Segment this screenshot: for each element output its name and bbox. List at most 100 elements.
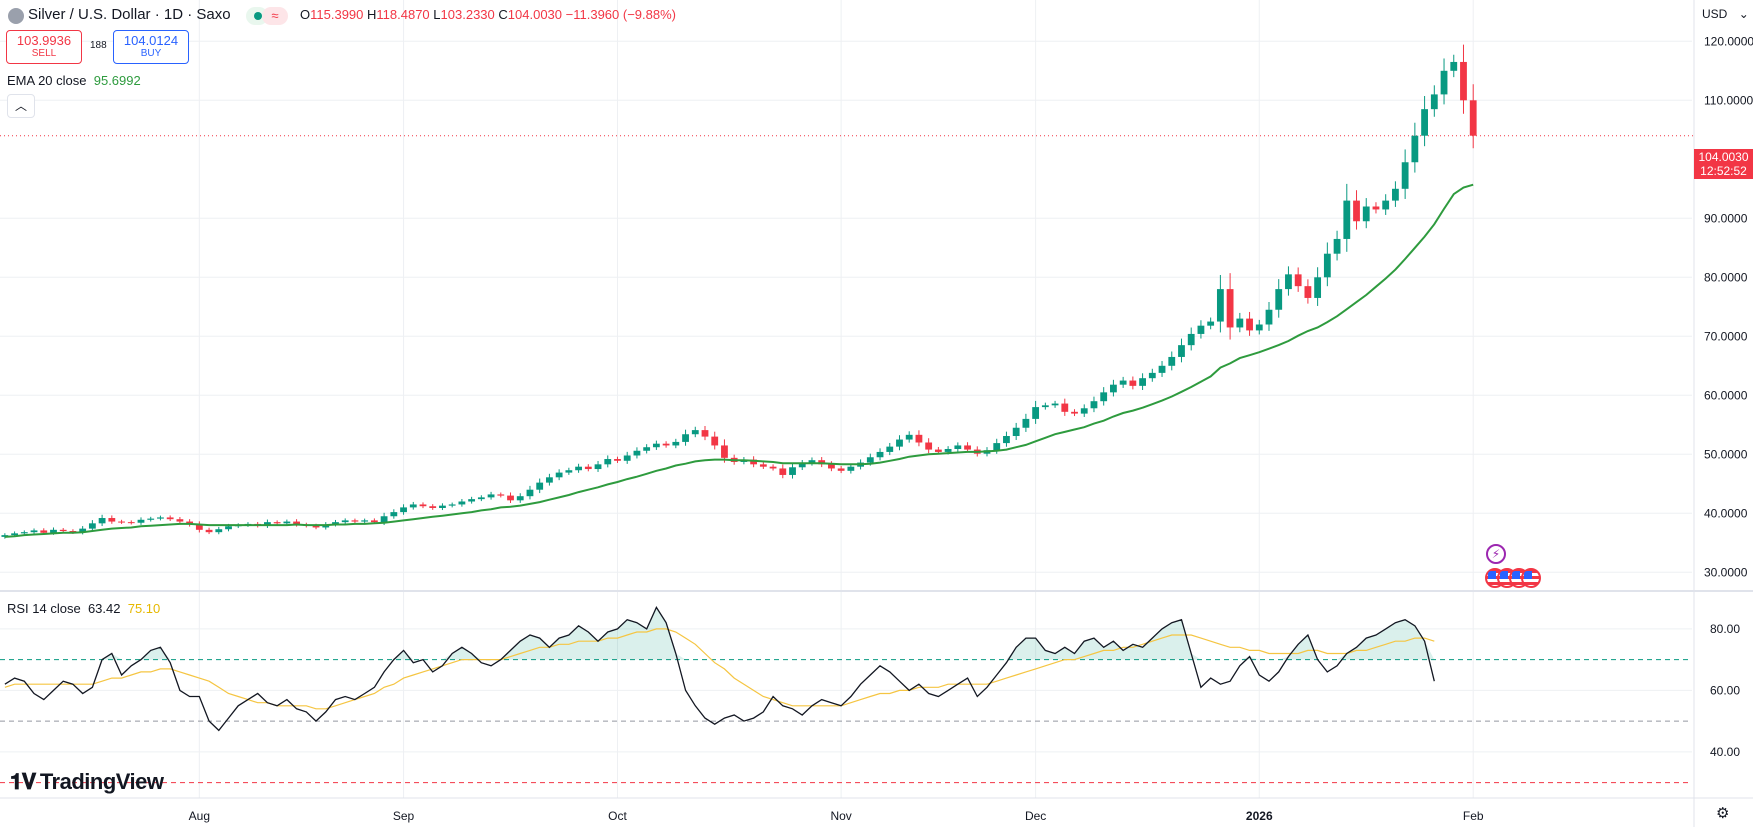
c-label: C — [498, 7, 508, 22]
us-flag-event-icon[interactable] — [1521, 568, 1541, 588]
candle-body — [798, 463, 806, 468]
candle-body — [934, 449, 942, 452]
candle-body — [273, 522, 281, 524]
candle-body — [925, 442, 933, 450]
rsi-tick-label: 80.00 — [1710, 622, 1740, 636]
settings-icon[interactable]: ⚙ — [1716, 805, 1730, 822]
candle-body — [419, 504, 427, 507]
candle-body — [1421, 109, 1428, 136]
candle-body — [1187, 333, 1195, 346]
candle-body — [166, 517, 174, 520]
candle-body — [1071, 411, 1078, 414]
l-label: L — [433, 7, 441, 22]
ema-line — [4, 183, 1474, 538]
sell-price: 103.9936 — [16, 33, 72, 48]
candle-body — [1450, 61, 1458, 71]
candle-body — [1401, 162, 1409, 189]
sell-label: SELL — [31, 48, 57, 59]
candle-body — [1022, 418, 1030, 428]
time-tick-label: Feb — [1463, 809, 1484, 823]
open-value: 115.3990 — [310, 7, 364, 22]
candle-body — [1110, 384, 1117, 393]
candle-body — [1411, 135, 1419, 163]
candle-body — [1148, 372, 1156, 379]
candle-body — [1139, 378, 1146, 386]
candle-body — [312, 525, 320, 528]
candle-body — [264, 522, 271, 526]
candle-body — [176, 519, 184, 522]
candle-body — [283, 521, 291, 524]
buy-price: 104.0124 — [123, 33, 179, 48]
candle-body — [1372, 206, 1380, 210]
chevron-down-icon: ⌄ — [1738, 7, 1749, 21]
candle-body — [866, 457, 874, 463]
ema-legend[interactable]: EMA 20 close 95.6992 — [7, 73, 141, 88]
candle-body — [497, 494, 505, 496]
candle-body — [59, 529, 67, 531]
price-tick-label: 80.0000 — [1704, 270, 1748, 284]
buy-button[interactable]: 104.0124 BUY — [113, 30, 189, 64]
ema-value: 95.6992 — [93, 73, 141, 88]
change-value: −11.3960 (−9.88%) — [565, 7, 676, 22]
high-value: 118.4870 — [376, 7, 430, 22]
candle-body — [769, 466, 777, 469]
candle-body — [1343, 200, 1351, 239]
candle-body — [429, 506, 437, 508]
candle-body — [88, 523, 96, 529]
rsi-name: RSI 14 close — [7, 601, 81, 616]
candle-body — [79, 528, 87, 533]
candle-body — [779, 468, 787, 475]
candle-body — [886, 446, 894, 452]
candle-body — [108, 518, 116, 522]
candle-body — [1333, 238, 1341, 254]
candle-body — [1265, 309, 1273, 325]
candle-body — [1100, 392, 1108, 402]
candle-body — [584, 466, 592, 470]
candle-body — [390, 512, 398, 517]
price-tick-label: 70.0000 — [1704, 329, 1748, 343]
candle-body — [691, 430, 699, 435]
currency-selector[interactable]: USD ⌄ — [1694, 0, 1753, 28]
candle-body — [1003, 436, 1010, 444]
h-label: H — [367, 7, 377, 22]
lightning-event-icon[interactable]: ⚡ — [1486, 544, 1506, 564]
candle-body — [643, 447, 651, 451]
price-tick-label: 90.0000 — [1704, 211, 1748, 225]
rsi-tick-label: 40.00 — [1710, 745, 1740, 759]
candle-body — [195, 524, 203, 530]
candle-body — [1168, 356, 1176, 366]
sell-button[interactable]: 103.9936 SELL — [6, 30, 82, 64]
candle-body — [604, 459, 612, 465]
symbol-title[interactable]: Silver / U.S. Dollar · 1D · Saxo — [28, 6, 231, 23]
candle-body — [341, 520, 349, 523]
candle-body — [69, 531, 77, 533]
rsi-line — [4, 606, 1435, 732]
rsi-legend[interactable]: RSI 14 close 63.42 75.10 — [7, 601, 160, 616]
candle-body — [1080, 408, 1088, 414]
candle-body — [1178, 345, 1185, 357]
symbol-icon — [8, 8, 24, 24]
candle-body — [701, 430, 709, 437]
low-value: 103.2330 — [440, 7, 495, 22]
candle-body — [1041, 405, 1049, 408]
rsi-overbought-fill — [4, 607, 1435, 660]
candle-body — [1460, 61, 1467, 101]
candle-body — [516, 496, 524, 501]
candle-body — [370, 520, 378, 523]
candle-body — [1469, 100, 1477, 136]
candle-body — [1158, 365, 1166, 373]
spread-value: 188 — [90, 40, 107, 51]
candle-body — [614, 459, 621, 461]
candle-body — [633, 450, 641, 456]
candle-body — [1226, 289, 1234, 328]
tradingview-logo[interactable]: 𝟏𝐕 TradingView — [10, 769, 164, 795]
candle-body — [652, 443, 660, 448]
candle-body — [1197, 325, 1205, 334]
candle-body — [789, 467, 796, 475]
time-tick-label: Sep — [393, 809, 415, 823]
candle-body — [1323, 253, 1331, 278]
collapse-legend-button[interactable]: ︿ — [7, 94, 35, 118]
candle-body — [1090, 401, 1098, 409]
candle-body — [98, 518, 106, 524]
